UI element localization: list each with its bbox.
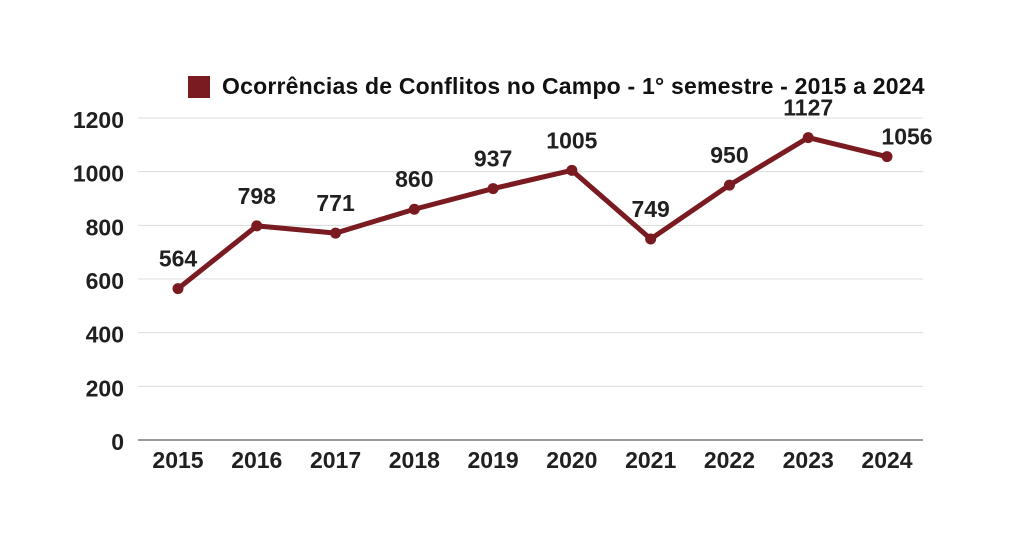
data-point bbox=[172, 283, 184, 295]
x-tick-label: 2019 bbox=[468, 447, 519, 473]
y-tick-label: 800 bbox=[86, 214, 124, 240]
data-point bbox=[881, 151, 893, 163]
data-point-label: 1005 bbox=[546, 127, 597, 153]
data-point-label: 749 bbox=[631, 196, 669, 222]
data-point bbox=[330, 227, 342, 239]
data-point bbox=[251, 220, 263, 232]
x-tick-label: 2015 bbox=[152, 447, 203, 473]
x-tick-label: 2018 bbox=[389, 447, 440, 473]
y-tick-label: 600 bbox=[86, 268, 124, 294]
x-tick-label: 2021 bbox=[625, 447, 676, 473]
y-tick-label: 1000 bbox=[73, 161, 124, 187]
legend: Ocorrências de Conflitos no Campo - 1° s… bbox=[188, 73, 925, 100]
data-point-label: 564 bbox=[159, 246, 198, 272]
data-point-label: 1056 bbox=[881, 124, 932, 150]
data-point-label: 950 bbox=[710, 142, 748, 168]
x-tick-label: 2023 bbox=[783, 447, 834, 473]
data-point bbox=[487, 183, 499, 195]
y-tick-label: 400 bbox=[86, 322, 124, 348]
x-tick-label: 2020 bbox=[546, 447, 597, 473]
legend-swatch bbox=[188, 75, 210, 98]
series-line bbox=[175, 135, 890, 292]
x-tick-label: 2022 bbox=[704, 447, 755, 473]
x-tick-label: 2016 bbox=[231, 447, 282, 473]
data-point-label: 1127 bbox=[783, 95, 833, 121]
data-point bbox=[408, 203, 420, 215]
data-point-label: 860 bbox=[395, 166, 433, 192]
y-tick-label: 1200 bbox=[73, 107, 124, 133]
x-tick-label: 2024 bbox=[861, 447, 912, 473]
data-point bbox=[723, 179, 735, 191]
data-point bbox=[645, 233, 657, 245]
data-point-label: 798 bbox=[238, 183, 277, 209]
data-point-label: 771 bbox=[316, 190, 355, 216]
y-tick-label: 0 bbox=[111, 429, 124, 455]
chart-title: Ocorrências de Conflitos no Campo - 1° s… bbox=[222, 73, 925, 99]
data-point-label: 937 bbox=[474, 146, 512, 172]
x-tick-label: 2017 bbox=[310, 447, 361, 473]
data-point bbox=[566, 164, 578, 176]
y-tick-label: 200 bbox=[86, 375, 124, 401]
data-point bbox=[802, 132, 814, 144]
